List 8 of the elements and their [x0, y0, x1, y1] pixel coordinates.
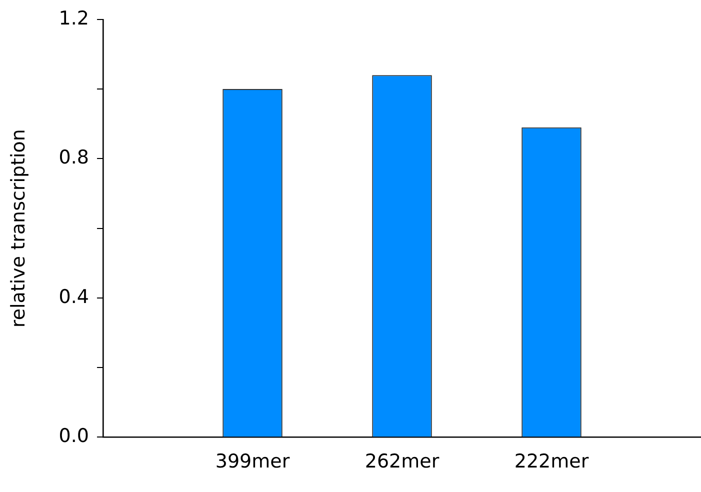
- y-tick-label: 0.8: [58, 146, 90, 169]
- y-tick-label: 0.4: [58, 286, 90, 308]
- x-tick-label: 222mer: [514, 450, 589, 473]
- y-tick-label: 1.2: [58, 7, 90, 30]
- x-tick-label: 399mer: [215, 450, 290, 473]
- x-tick-label: 262mer: [364, 450, 440, 473]
- y-axis-title: relative transcription: [7, 129, 30, 328]
- y-tick-label: 0.0: [58, 425, 90, 448]
